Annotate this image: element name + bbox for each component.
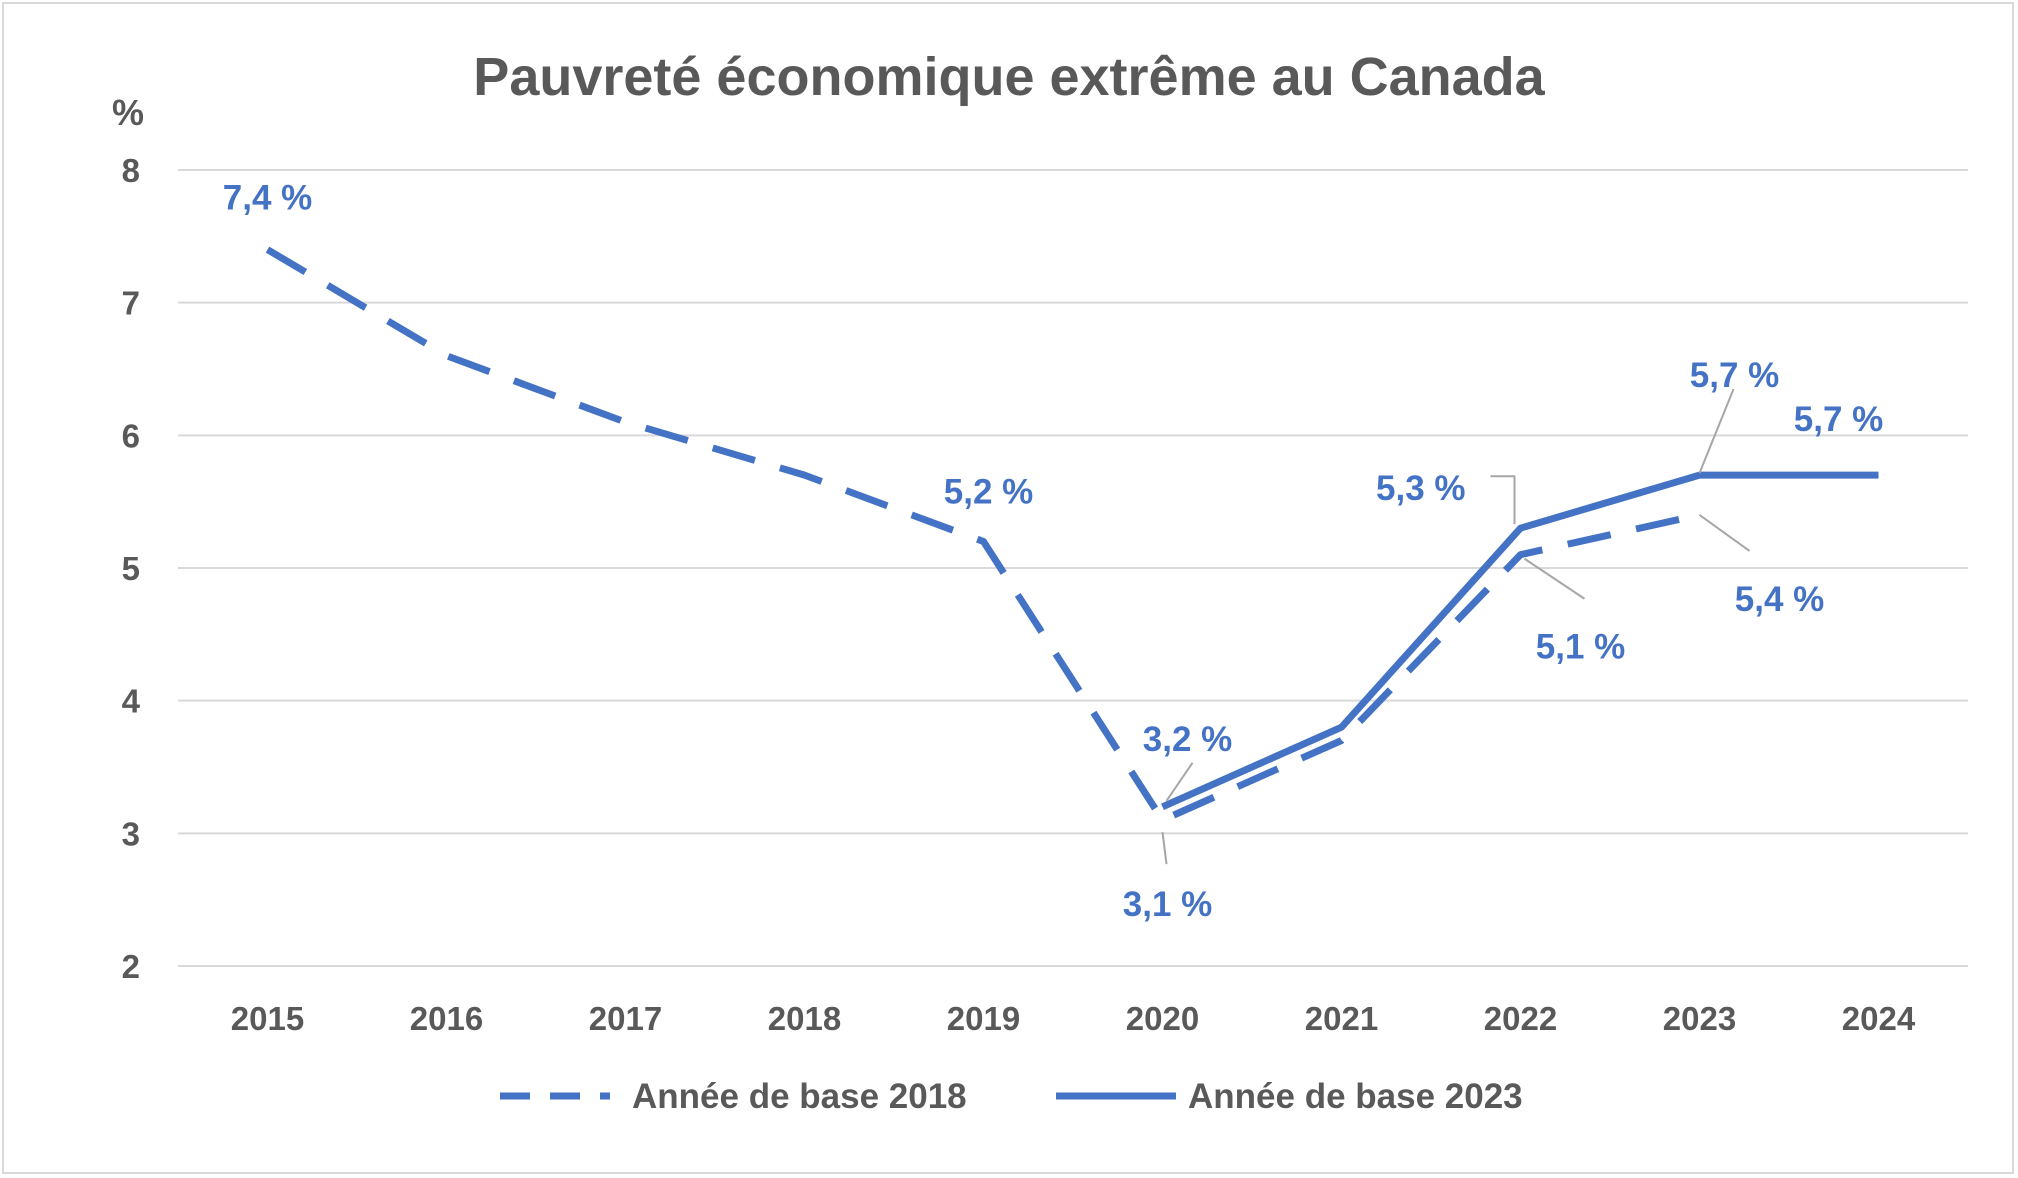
leader-line [1161, 831, 1168, 865]
x-tick-label: 2021 [1305, 1000, 1378, 1037]
y-tick-label: 7 [122, 285, 140, 322]
leader-line [1165, 762, 1194, 802]
y-tick-label: 3 [122, 815, 140, 852]
data-label: 5,2 % [944, 472, 1034, 511]
data-label: 5,4 % [1735, 580, 1825, 619]
legend-label-2: Année de base 2023 [1188, 1077, 1523, 1116]
data-labels: 7,4 % 5,2 % 3,1 % 5,1 % 5,4 % 3,2 % 5,3 % 5,7 %… [223, 179, 1884, 924]
series-lines [265, 246, 1879, 824]
data-label: 7,4 % [223, 179, 313, 218]
x-tick-label: 2019 [947, 1000, 1020, 1037]
label-leader-lines [1161, 388, 1751, 865]
leader-line [1698, 388, 1735, 474]
y-tick-label: 5 [122, 550, 140, 587]
gridlines [178, 169, 1968, 967]
data-label: 3,2 % [1143, 720, 1233, 759]
data-label: 5,7 % [1794, 400, 1884, 439]
x-tick-label: 2015 [231, 1000, 304, 1037]
y-tick-label: 8 [122, 152, 140, 189]
x-tick-label: 2023 [1663, 1000, 1736, 1037]
data-label: 5,7 % [1690, 356, 1780, 395]
x-axis-ticks: 2015 2016 2017 2018 2019 2020 2021 2022 2023 2024 [231, 1000, 1916, 1037]
legend: Année de base 2018 Année de base 2023 [500, 1077, 1523, 1116]
leader-line [1698, 514, 1751, 552]
chart-title: Pauvreté économique extrême au Canada [473, 47, 1545, 107]
x-tick-label: 2018 [768, 1000, 841, 1037]
x-tick-label: 2022 [1484, 1000, 1557, 1037]
leader-line [1490, 475, 1516, 525]
x-tick-label: 2024 [1842, 1000, 1916, 1037]
y-tick-label: 6 [122, 417, 140, 454]
y-tick-label: 2 [122, 948, 140, 985]
y-axis-unit: % [112, 92, 144, 133]
y-tick-label: 4 [122, 683, 141, 720]
x-tick-label: 2016 [410, 1000, 483, 1037]
data-label: 3,1 % [1123, 885, 1213, 924]
legend-label-1: Année de base 2018 [632, 1077, 967, 1116]
x-tick-label: 2020 [1126, 1000, 1199, 1037]
series-line-1 [265, 246, 1701, 824]
series-line-2 [1161, 471, 1879, 810]
data-label: 5,1 % [1536, 628, 1626, 667]
leader-line [1523, 557, 1586, 600]
data-label: 5,3 % [1376, 469, 1466, 508]
x-tick-label: 2017 [589, 1000, 662, 1037]
y-axis-ticks: 2 3 4 5 6 7 8 [122, 152, 141, 985]
